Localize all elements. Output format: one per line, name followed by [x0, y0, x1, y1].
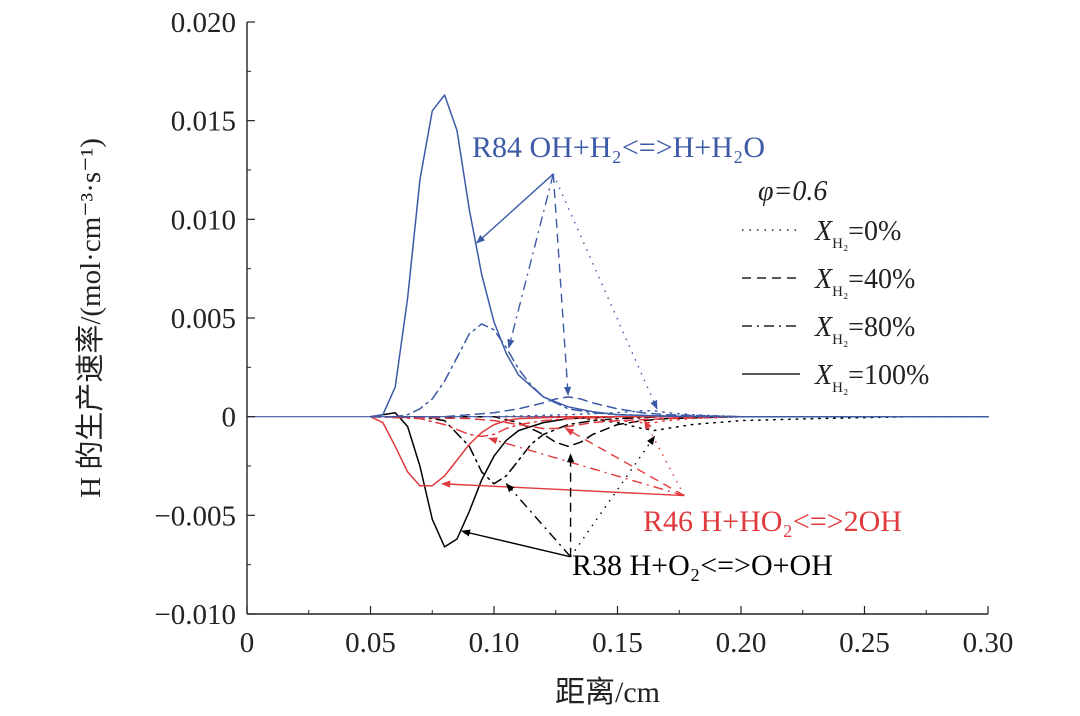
x-tick-label: 0.10 — [469, 627, 520, 659]
x-tick-label: 0 — [240, 627, 255, 659]
x-tick-label: 0.30 — [963, 627, 1014, 659]
annotation-arrow-r84 — [552, 173, 658, 410]
series-line-r38-dotted — [369, 415, 989, 432]
annotation-arrow-r46 — [441, 480, 685, 497]
legend-label-solid: XH₂=100% — [814, 360, 929, 396]
x-axis-title: 距离/cm — [555, 676, 660, 709]
y-tick-label: 0 — [222, 402, 237, 434]
x-tick-label: 0.15 — [592, 627, 643, 659]
reaction-label-r46: R46 H+HO₂<=>2OH — [643, 505, 902, 538]
reaction-label-r84: R84 OH+H₂<=>H+H₂O — [472, 131, 765, 164]
annotation-arrow-r84 — [476, 173, 554, 244]
series-line-r46-solid — [369, 415, 989, 487]
chart-marks: 0 0.05 0.10 0.15 0.20 0.25 0.30 −0.010 −0.005 0 0.… — [74, 7, 1013, 709]
y-tick-label: 0.005 — [171, 303, 236, 335]
legend-label-dashdot: XH₂=80% — [814, 312, 915, 348]
annotation-arrow-r46 — [564, 427, 685, 497]
legend-title: φ=0.6 — [758, 176, 827, 207]
series-line-r84-solid — [369, 94, 989, 418]
series-line-r46-dashdot — [369, 415, 989, 438]
annotation-arrow-r38 — [461, 529, 571, 558]
y-tick-label: 0.020 — [171, 7, 236, 39]
legend-label-dashed: XH₂=40% — [814, 264, 915, 300]
y-axis-title: H 的生产速率/(mol·cm⁻³·s⁻¹) — [74, 138, 107, 498]
annotation-arrow-r46 — [488, 437, 685, 497]
annotation-arrow-r38 — [505, 483, 572, 558]
series-line-r38-solid — [369, 411, 989, 548]
reaction-label-r38: R38 H+O₂<=>O+OH — [572, 549, 833, 582]
y-tick-label: 0.015 — [171, 106, 236, 138]
series-line-r38-dashdot — [369, 415, 989, 485]
y-tick-label: 0.010 — [171, 204, 236, 236]
series-line-r84-dashed — [369, 396, 989, 418]
annotation-arrow-r84 — [507, 173, 554, 349]
series-line-r38-dashed — [369, 415, 989, 448]
series-line-r84-dashdot — [369, 323, 989, 418]
series-line-r84-dotted — [369, 409, 989, 418]
y-tick-label: −0.005 — [154, 500, 236, 532]
series-line-r46-dashed — [369, 415, 989, 430]
legend-label-dotted: XH₂=0% — [814, 216, 901, 252]
x-tick-label: 0.05 — [345, 627, 396, 659]
x-tick-label: 0.25 — [839, 627, 890, 659]
y-tick-label: −0.010 — [154, 599, 236, 631]
annotation-arrow-r84 — [552, 173, 572, 396]
x-tick-label: 0.20 — [716, 627, 767, 659]
